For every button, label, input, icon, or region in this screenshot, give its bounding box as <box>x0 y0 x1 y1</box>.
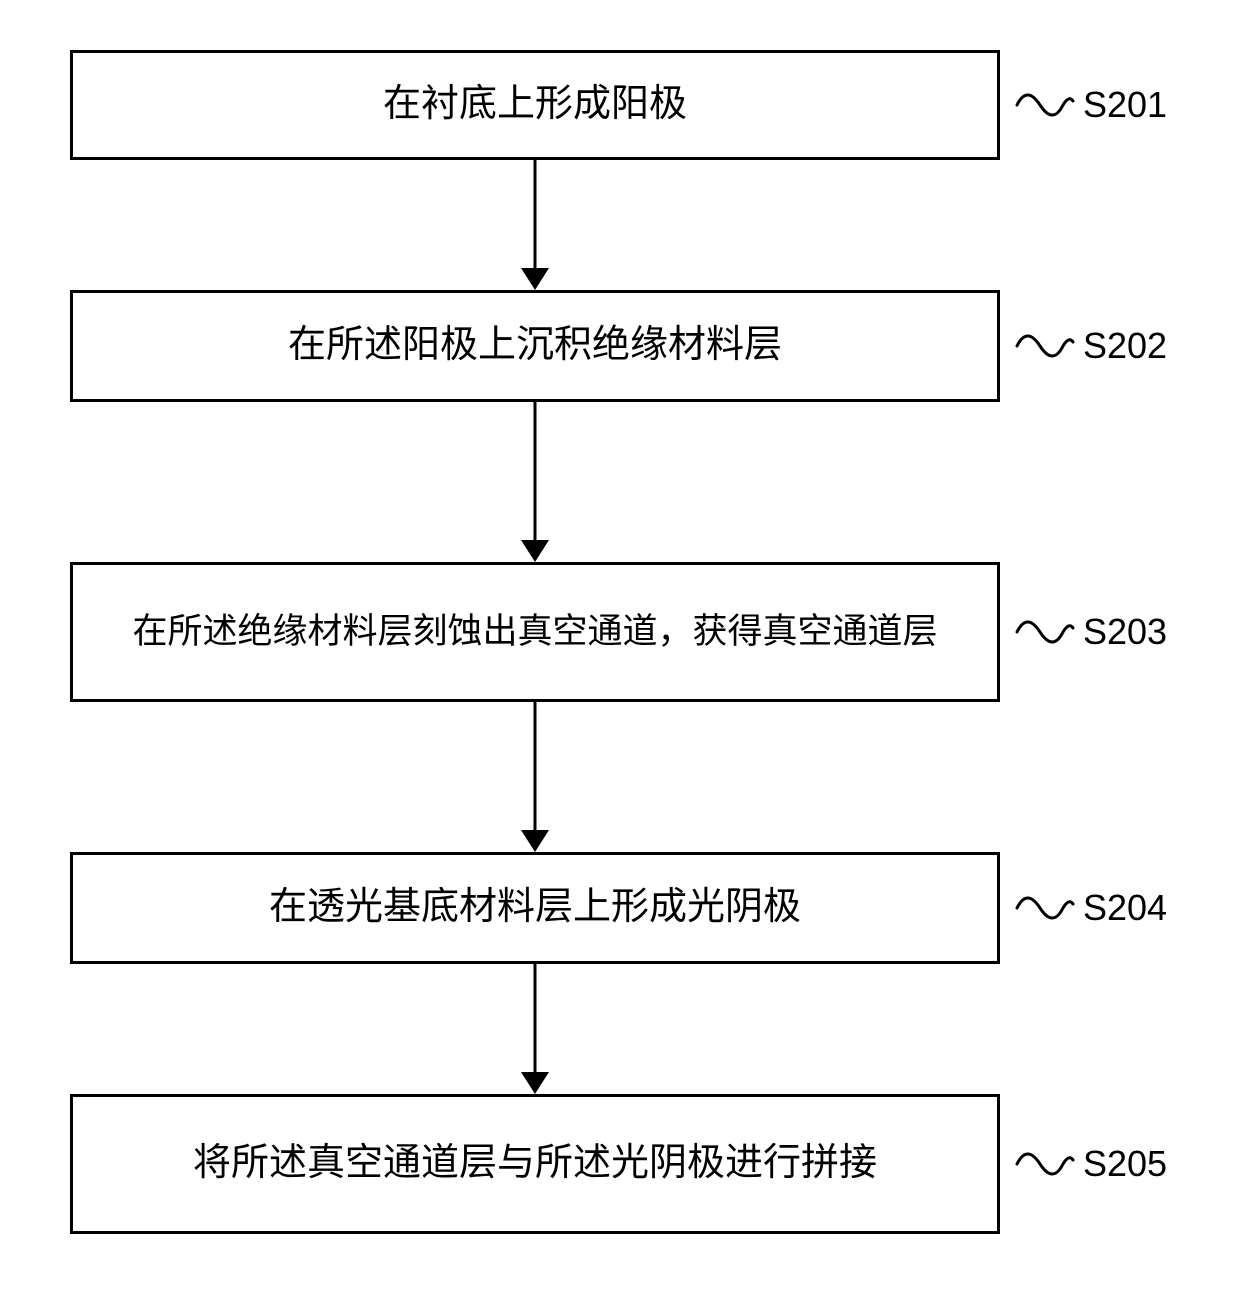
flowchart-step: 在衬底上形成阳极 S201 <box>70 50 1170 160</box>
step-label: S205 <box>1083 1143 1167 1185</box>
wavy-connector <box>1015 324 1075 368</box>
flow-arrow <box>70 702 1000 852</box>
step-text: 在所述阳极上沉积绝缘材料层 <box>288 323 782 369</box>
flowchart-step: 将所述真空通道层与所述光阴极进行拼接 S205 <box>70 1094 1170 1234</box>
step-box: 将所述真空通道层与所述光阴极进行拼接 <box>70 1094 1000 1234</box>
wavy-connector <box>1015 610 1075 654</box>
step-text: 在透光基底材料层上形成光阴极 <box>269 885 801 931</box>
arrow-container <box>70 702 1000 852</box>
step-label: S202 <box>1083 325 1167 367</box>
step-box: 在衬底上形成阳极 <box>70 50 1000 160</box>
arrow-container <box>70 160 1000 290</box>
step-label: S204 <box>1083 887 1167 929</box>
arrow-container <box>70 964 1000 1094</box>
flowchart-step: 在所述阳极上沉积绝缘材料层 S202 <box>70 290 1170 402</box>
wavy-connector <box>1015 886 1075 930</box>
step-text: 将所述真空通道层与所述光阴极进行拼接 <box>193 1141 877 1187</box>
wavy-connector <box>1015 83 1075 127</box>
step-text: 在衬底上形成阳极 <box>383 82 687 128</box>
step-label-group: S203 <box>1015 610 1167 654</box>
step-box: 在透光基底材料层上形成光阴极 <box>70 852 1000 964</box>
flowchart-container: 在衬底上形成阳极 S201 在所述阳极上沉积绝缘材料层 S202 在所述绝缘材料… <box>70 50 1170 1234</box>
step-text: 在所述绝缘材料层刻蚀出真空通道，获得真空通道层 <box>132 611 937 653</box>
step-label: S201 <box>1083 84 1167 126</box>
flow-arrow <box>70 160 1000 290</box>
step-box: 在所述绝缘材料层刻蚀出真空通道，获得真空通道层 <box>70 562 1000 702</box>
flow-arrow <box>70 402 1000 562</box>
step-label-group: S201 <box>1015 83 1167 127</box>
arrow-container <box>70 402 1000 562</box>
flow-arrow <box>70 964 1000 1094</box>
step-label-group: S202 <box>1015 324 1167 368</box>
step-label-group: S204 <box>1015 886 1167 930</box>
wavy-connector <box>1015 1142 1075 1186</box>
step-box: 在所述阳极上沉积绝缘材料层 <box>70 290 1000 402</box>
flowchart-step: 在所述绝缘材料层刻蚀出真空通道，获得真空通道层 S203 <box>70 562 1170 702</box>
step-label: S203 <box>1083 611 1167 653</box>
flowchart-step: 在透光基底材料层上形成光阴极 S204 <box>70 852 1170 964</box>
step-label-group: S205 <box>1015 1142 1167 1186</box>
